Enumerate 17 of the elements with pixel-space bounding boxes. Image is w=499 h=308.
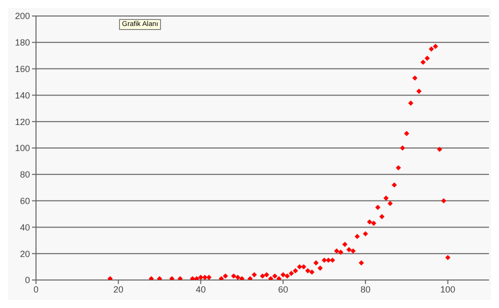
x-tick-label: 100 [440,284,456,294]
y-tick-label: 180 [14,38,30,48]
y-tick-label: 40 [20,222,30,232]
x-tick-label: 40 [196,284,206,294]
y-tick-label: 140 [14,90,30,100]
y-tick-label: 60 [20,196,30,206]
x-tick-label: 80 [360,284,370,294]
y-tick-label: 120 [14,116,30,127]
y-tick-label: 0 [24,275,30,286]
y-tick-label: 80 [20,170,30,180]
y-tick-label: 160 [14,64,30,74]
x-tick-label: 0 [33,284,39,294]
x-tick-label: 60 [278,284,288,294]
y-tick-label: 100 [14,143,30,154]
y-tick-label: 200 [14,11,30,22]
y-tick-label: 20 [20,248,30,259]
x-tick-label: 20 [113,284,124,294]
